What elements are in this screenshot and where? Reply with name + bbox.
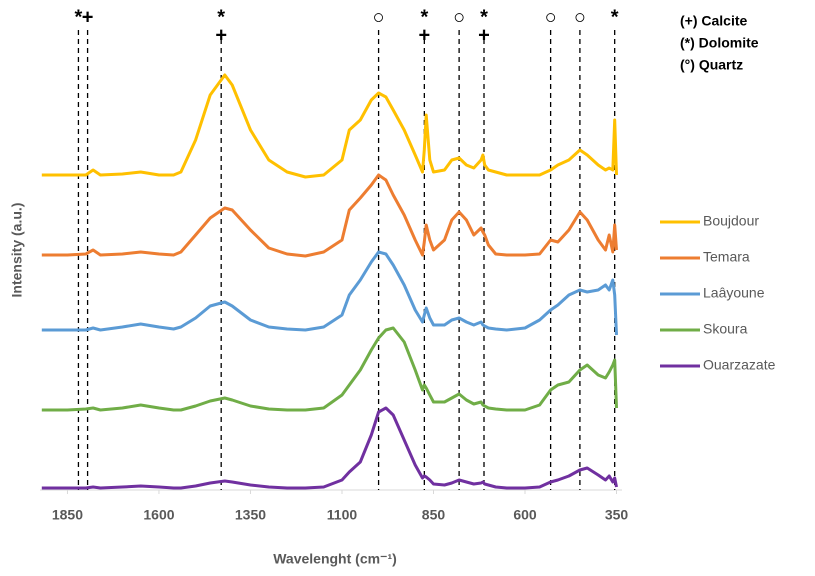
- band-marker-label: *: [420, 6, 428, 28]
- legend-label: Ouarzazate: [703, 357, 776, 373]
- x-tick-label: 1350: [235, 507, 266, 523]
- spectrum-line: [41, 173, 618, 258]
- y-axis-title: Intensity (a.u.): [9, 203, 25, 298]
- key-label: (°) Quartz: [680, 57, 743, 73]
- band-marker-label: +: [418, 24, 430, 46]
- x-tick-label: 350: [605, 507, 629, 523]
- legend-label: Boujdour: [703, 213, 759, 229]
- key-label: (*) Dolomite: [680, 35, 759, 51]
- band-marker-label: *: [217, 6, 225, 28]
- band-marker-label: ○: [453, 6, 465, 28]
- x-tick-label: 1100: [327, 507, 358, 523]
- band-marker-label: +: [478, 24, 490, 46]
- x-tick-label: 600: [513, 507, 537, 523]
- x-tick-label: 1600: [143, 507, 174, 523]
- spectrum-line: [41, 326, 618, 412]
- band-marker-label: +: [82, 6, 94, 28]
- band-marker-label: ○: [574, 6, 586, 28]
- band-marker-label: *: [75, 6, 83, 28]
- spectrum-line: [41, 73, 618, 179]
- spectrum-line: [41, 406, 618, 490]
- band-marker-label: *: [480, 6, 488, 28]
- band-marker-label: *: [611, 6, 619, 28]
- legend-label: Temara: [703, 249, 750, 265]
- legend-label: Laâyoune: [703, 285, 765, 301]
- band-marker-label: ○: [545, 6, 557, 28]
- band-marker-label: +: [215, 24, 227, 46]
- x-tick-label: 850: [422, 507, 446, 523]
- x-tick-label: 1850: [52, 507, 83, 523]
- key-label: (+) Calcite: [680, 13, 748, 29]
- spectrum-line: [41, 250, 618, 336]
- band-marker-label: ○: [373, 6, 385, 28]
- x-axis-title: Wavelenght (cm⁻¹): [273, 551, 397, 567]
- legend-label: Skoura: [703, 321, 748, 337]
